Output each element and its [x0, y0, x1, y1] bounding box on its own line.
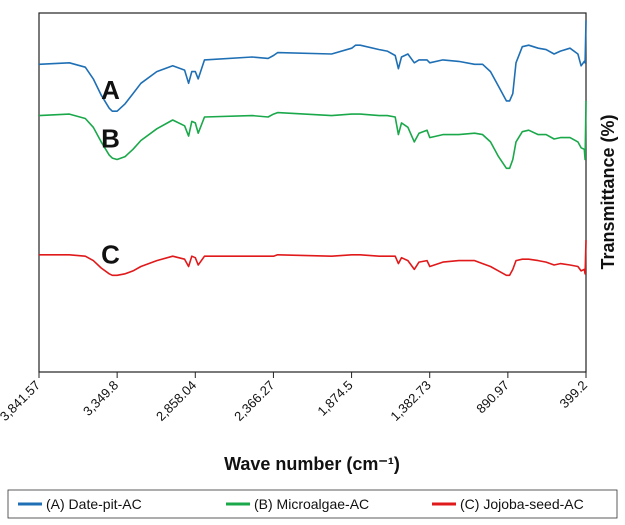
y-axis-title: Transmittance (%) [598, 114, 618, 269]
x-tick-label: 890.97 [473, 378, 512, 417]
x-tick-label: 3,841.57 [0, 378, 43, 424]
plot-frame-group [38, 12, 587, 373]
series-line-a [38, 20, 587, 112]
x-tick-label: 2,858.04 [153, 378, 199, 424]
x-tick-label: 399.2 [557, 378, 591, 412]
legend: (A) Date-pit-AC (B) Microalgae-AC (C) Jojo… [7, 489, 618, 519]
x-tick-label: 3,349.8 [80, 378, 121, 419]
x-tick-label: 1,382.73 [387, 378, 433, 424]
legend-box [7, 489, 618, 519]
series-marker-label-b: B [101, 124, 120, 154]
series-line-c [39, 240, 587, 277]
series-marker-label-c: C [101, 239, 120, 269]
legend-label-b: (B) Microalgae-AC [254, 496, 369, 512]
x-axis-title: Wave number (cm⁻¹) [224, 454, 400, 474]
plot-frame [38, 12, 587, 373]
x-tick-group: 3,841.57 3,349.8 2,858.04 2,366.27 1,874.5 1,… [0, 372, 590, 424]
series-group [38, 20, 587, 277]
legend-label-c: (C) Jojoba-seed-AC [460, 496, 584, 512]
x-tick-label: 2,366.27 [231, 378, 277, 424]
series-marker-group: AB C [101, 75, 120, 269]
series-marker-label-a: A [101, 75, 120, 105]
x-tick-label: 1,874.5 [314, 378, 355, 419]
series-line-b [38, 100, 587, 170]
legend-label-a: (A) Date-pit-AC [46, 496, 142, 512]
